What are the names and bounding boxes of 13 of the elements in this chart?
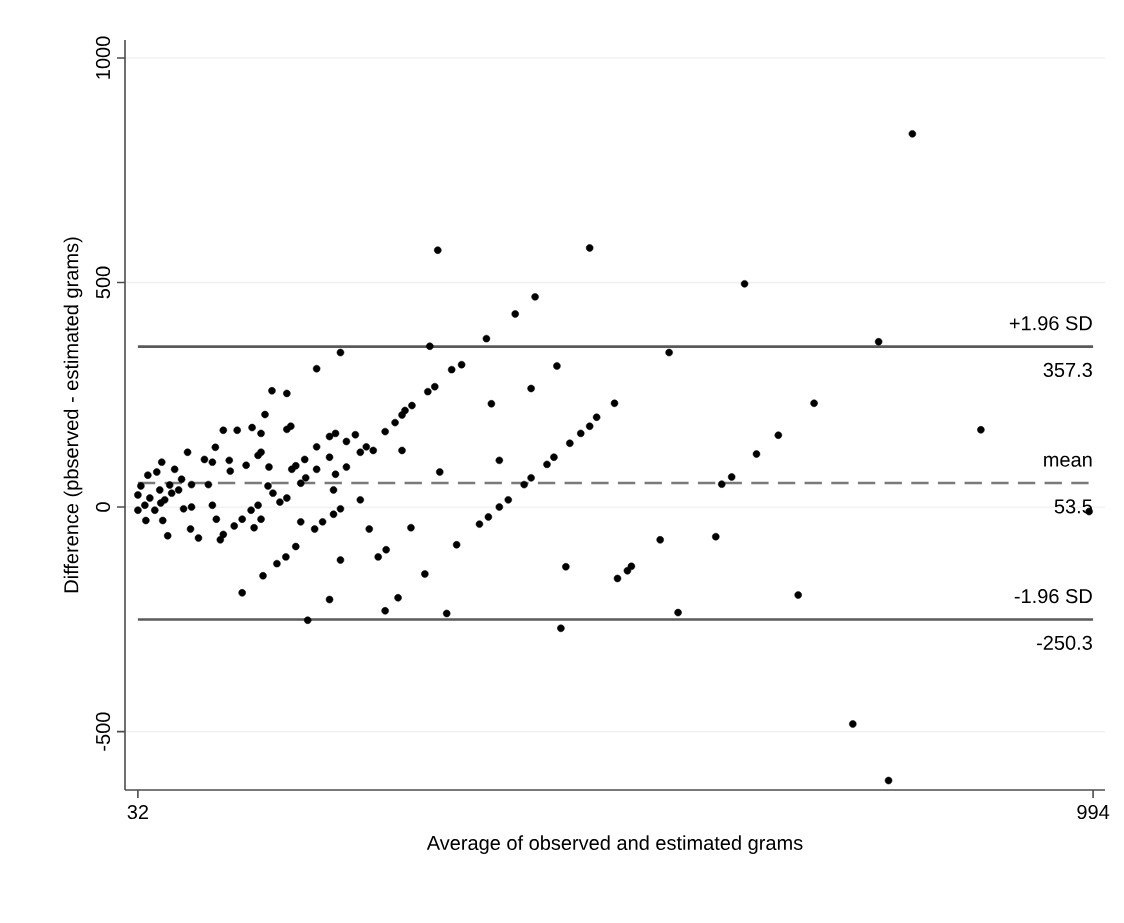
y-tick-label: 0 — [95, 502, 111, 512]
annotation: 357.3 — [1043, 362, 1092, 378]
y-tick-label: 500 — [95, 266, 111, 299]
ref-line-label: mean — [1044, 455, 1092, 467]
y-axis-title: Difference (pbserved - estimated grams) — [63, 237, 83, 593]
x-tick-label: 32 — [127, 804, 149, 820]
ref-line-label: +1.96 SD — [1009, 316, 1092, 331]
ref-line-label: -1.96 SD — [1014, 589, 1092, 604]
x-axis-title: Average of observed and estimated grams — [426, 835, 803, 854]
y-tick-label: 1000 — [95, 36, 111, 79]
x-tick-label: 994 — [1077, 804, 1110, 820]
annotation: -250.3 — [1036, 635, 1092, 650]
y-tick-label: -500 — [95, 712, 111, 751]
